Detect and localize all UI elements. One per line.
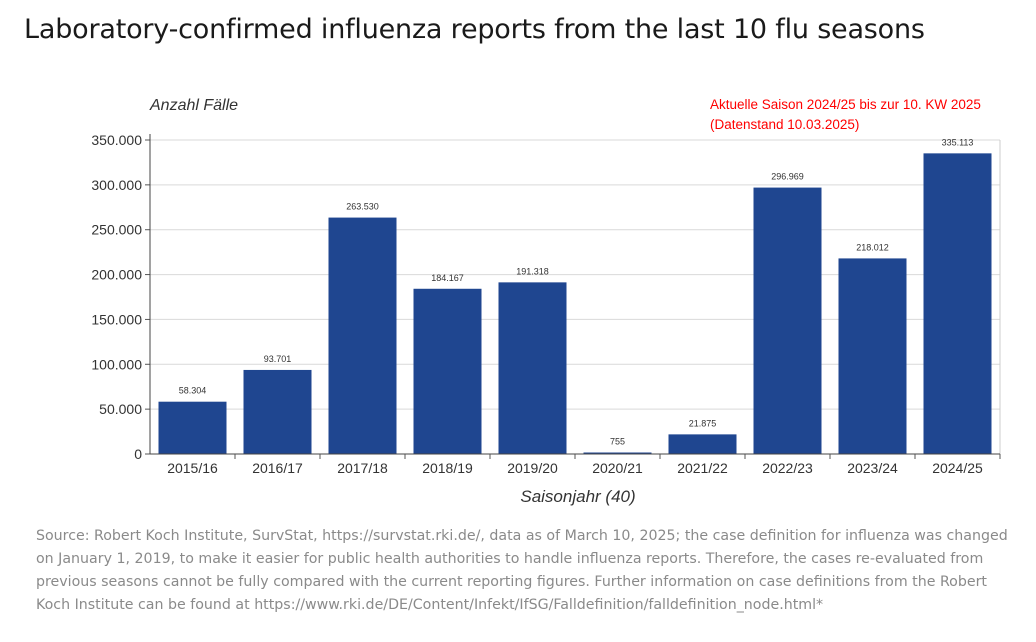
- value-label: 263.530: [346, 202, 379, 212]
- annotation-line-1: Aktuelle Saison 2024/25 bis zur 10. KW 2…: [710, 97, 981, 112]
- value-label: 191.318: [516, 266, 549, 276]
- x-tick-label: 2022/23: [762, 460, 813, 476]
- x-tick-label: 2023/24: [847, 460, 898, 476]
- source-note: Source: Robert Koch Institute, SurvStat,…: [36, 528, 1008, 613]
- y-tick-label: 50.000: [99, 401, 142, 417]
- value-label: 21.875: [689, 418, 717, 428]
- value-label: 335.113: [942, 137, 974, 147]
- bar-2024-25: [923, 153, 992, 454]
- bar-2020-21: [583, 452, 652, 454]
- x-axis-label: Saisonjahr (40): [520, 487, 635, 506]
- bar-2023-24: [838, 258, 907, 454]
- value-label: 184.167: [431, 273, 464, 283]
- value-label: 755: [610, 437, 625, 447]
- bar-2015-16: [158, 401, 227, 454]
- bar-2022-23: [753, 187, 822, 454]
- bar-2017-18: [328, 217, 397, 454]
- x-tick-label: 2024/25: [932, 460, 983, 476]
- x-tick-label: 2015/16: [167, 460, 218, 476]
- labels: 0 50.000 100.000 150.000 200.000 250.000 300.0…: [91, 132, 983, 476]
- x-tick-label: 2017/18: [337, 460, 388, 476]
- y-tick-label: 150.000: [91, 311, 142, 327]
- y-tick-label: 250.000: [91, 222, 142, 238]
- value-label: 218.012: [856, 242, 889, 252]
- bars: [158, 153, 992, 454]
- y-tick-label: 350.000: [91, 132, 142, 148]
- y-tick-label: 100.000: [91, 356, 142, 372]
- x-tick-label: 2018/19: [422, 460, 473, 476]
- annotation-line-2: (Datenstand 10.03.2025): [710, 117, 859, 132]
- value-label: 58.304: [179, 386, 207, 396]
- bar-chart: 0 50.000 100.000 150.000 200.000 250.000 300.0…: [91, 97, 1001, 506]
- x-tick-label: 2020/21: [592, 460, 643, 476]
- y-tick-label: 200.000: [91, 267, 142, 283]
- bar-2021-22: [668, 434, 737, 454]
- x-tick-label: 2019/20: [507, 460, 558, 476]
- x-tick-label: 2016/17: [252, 460, 303, 476]
- page-title: Laboratory-confirmed influenza reports f…: [24, 14, 925, 45]
- y-tick-label: 0: [134, 446, 142, 462]
- y-tick-label: 300.000: [91, 177, 142, 193]
- bar-2018-19: [413, 288, 482, 454]
- bar-2016-17: [243, 369, 312, 454]
- y-axis-label: Anzahl Fälle: [149, 97, 238, 114]
- value-label: 296.969: [771, 172, 804, 182]
- value-label: 93.701: [264, 354, 292, 364]
- axes: [145, 134, 1001, 459]
- x-tick-label: 2021/22: [677, 460, 728, 476]
- bar-2019-20: [498, 282, 567, 454]
